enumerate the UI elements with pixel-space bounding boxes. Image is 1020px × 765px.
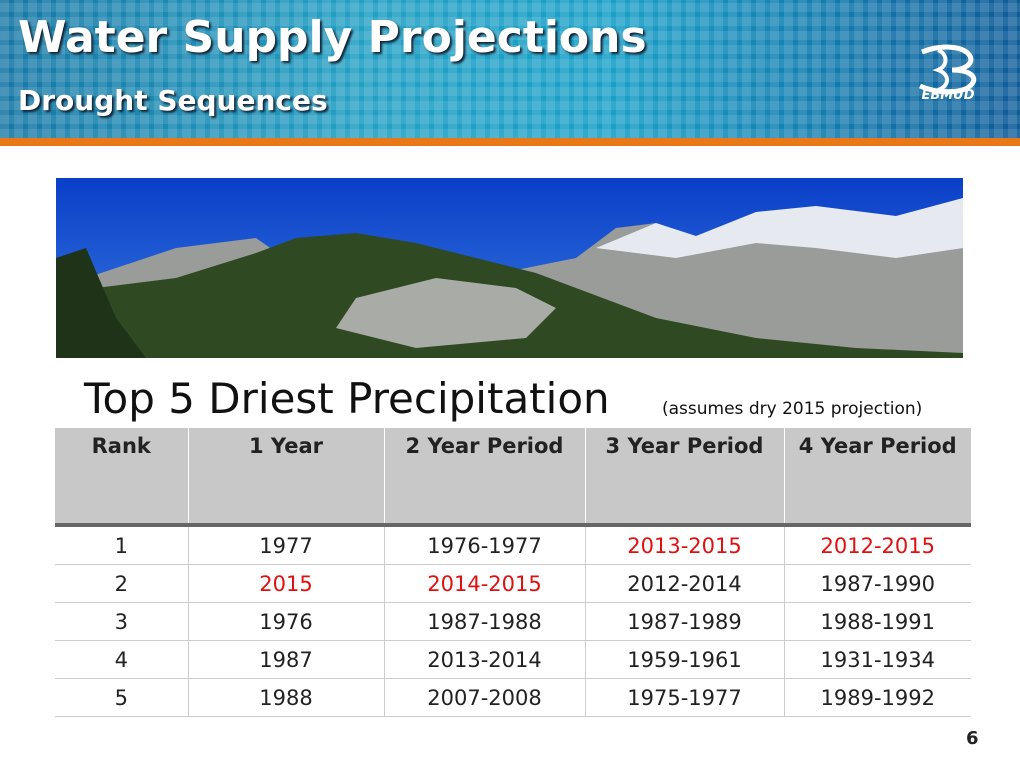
- header-row: Rank 1 Year 2 Year Period 3 Year Period 4 Ye…: [55, 428, 971, 527]
- accent-stripe: [0, 138, 1020, 146]
- table-cell: 1976-1977: [383, 525, 585, 565]
- table-row: 1 1977 1976-1977 2013-2015 2012-2015: [55, 525, 971, 565]
- table-cell: 2007-2008: [383, 678, 585, 717]
- table-cell: 3: [55, 602, 188, 641]
- table-cell: 1987-1988: [383, 602, 585, 641]
- table-cell: 1989-1992: [783, 678, 971, 717]
- table-cell: 1975-1977: [584, 678, 784, 717]
- table-cell: 1988: [187, 678, 384, 717]
- table-row: 2 2015 2014-2015 2012-2014 1987-1990: [55, 564, 971, 603]
- table-title: Top 5 Driest Precipitation: [84, 374, 610, 423]
- table-cell: 2015: [187, 564, 384, 603]
- table-cell: 1988-1991: [783, 602, 971, 641]
- table-cell: 2013-2014: [383, 640, 585, 679]
- column-header: Rank: [55, 428, 188, 527]
- table-cell: 4: [55, 640, 188, 679]
- table-cell: 1959-1961: [584, 640, 784, 679]
- table-cell: 2012-2015: [783, 525, 971, 565]
- page-number: 6: [966, 728, 979, 749]
- table-cell: 1977: [187, 525, 384, 565]
- slide-subtitle: Drought Sequences: [18, 84, 328, 117]
- column-header: 1 Year: [187, 428, 384, 527]
- table-row: 5 1988 2007-2008 1975-1977 1989-1992: [55, 678, 971, 717]
- table-cell: 2013-2015: [584, 525, 784, 565]
- table-cell: 1987-1989: [584, 602, 784, 641]
- logo: [918, 44, 977, 95]
- drought-table: Rank 1 Year 2 Year Period 3 Year Period 4 Ye…: [55, 428, 971, 717]
- table-cell: 1987: [187, 640, 384, 679]
- table-cell: 1931-1934: [783, 640, 971, 679]
- table-cell: 1: [55, 525, 188, 565]
- column-header: 3 Year Period: [584, 428, 784, 527]
- table-cell: 1987-1990: [783, 564, 971, 603]
- table-cell: 2014-2015: [383, 564, 585, 603]
- table-cell: 2: [55, 564, 188, 603]
- table-row: 4 1987 2013-2014 1959-1961 1931-1934: [55, 640, 971, 679]
- table-cell: 5: [55, 678, 188, 717]
- table-cell: 1976: [187, 602, 384, 641]
- banner: [0, 0, 1020, 138]
- table-note: (assumes dry 2015 projection): [662, 399, 923, 419]
- slide-title: Water Supply Projections: [18, 12, 647, 63]
- table-cell: 2012-2014: [584, 564, 784, 603]
- table-row: 3 1976 1987-1988 1987-1989 1988-1991: [55, 602, 971, 641]
- logo-text: EBMUD: [921, 88, 975, 103]
- column-header: 2 Year Period: [383, 428, 585, 527]
- column-header: 4 Year Period: [783, 428, 971, 527]
- landscape-photo: [56, 178, 963, 358]
